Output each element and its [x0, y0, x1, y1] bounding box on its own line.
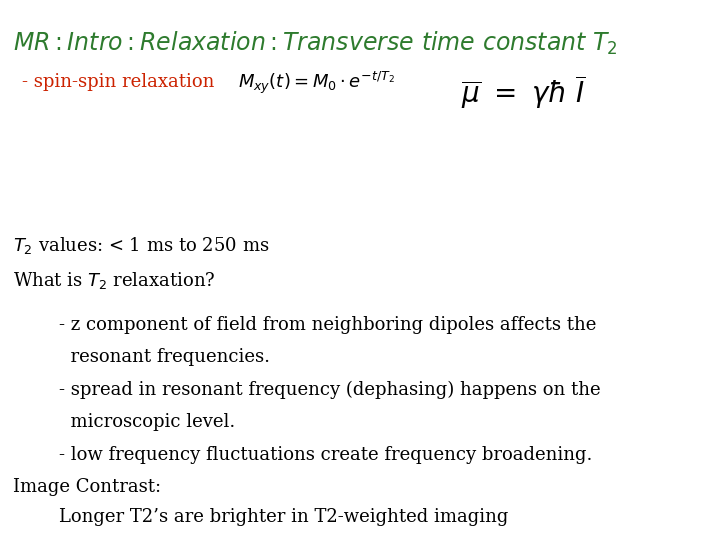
Text: $T_2$ values: < 1 ms to 250 ms: $T_2$ values: < 1 ms to 250 ms — [13, 235, 269, 256]
Text: $M_{xy}(t) = M_0 \cdot e^{-t/T_2}$: $M_{xy}(t) = M_0 \cdot e^{-t/T_2}$ — [238, 70, 395, 97]
Text: - z component of field from neighboring dipoles affects the: - z component of field from neighboring … — [13, 316, 596, 334]
Text: microscopic level.: microscopic level. — [13, 413, 235, 431]
Text: Image Contrast:: Image Contrast: — [13, 478, 161, 496]
Text: What is $T_2$ relaxation?: What is $T_2$ relaxation? — [13, 270, 215, 291]
Text: Longer T2’s are brighter in T2-weighted imaging: Longer T2’s are brighter in T2-weighted … — [13, 508, 508, 525]
Text: resonant frequencies.: resonant frequencies. — [13, 348, 270, 366]
Text: - spin-spin relaxation: - spin-spin relaxation — [22, 73, 214, 91]
Text: $\overline{\mu}\ =\ \gamma\hbar\ \overline{I}$: $\overline{\mu}\ =\ \gamma\hbar\ \overli… — [461, 73, 586, 111]
Text: - spread in resonant frequency (dephasing) happens on the: - spread in resonant frequency (dephasin… — [13, 381, 600, 399]
Text: - low frequency fluctuations create frequency broadening.: - low frequency fluctuations create freq… — [13, 446, 593, 463]
Text: $\it{MR: Intro: Relaxation: Transverse\ time\ constant}$ $T_2$: $\it{MR: Intro: Relaxation: Transverse\ … — [13, 30, 618, 57]
